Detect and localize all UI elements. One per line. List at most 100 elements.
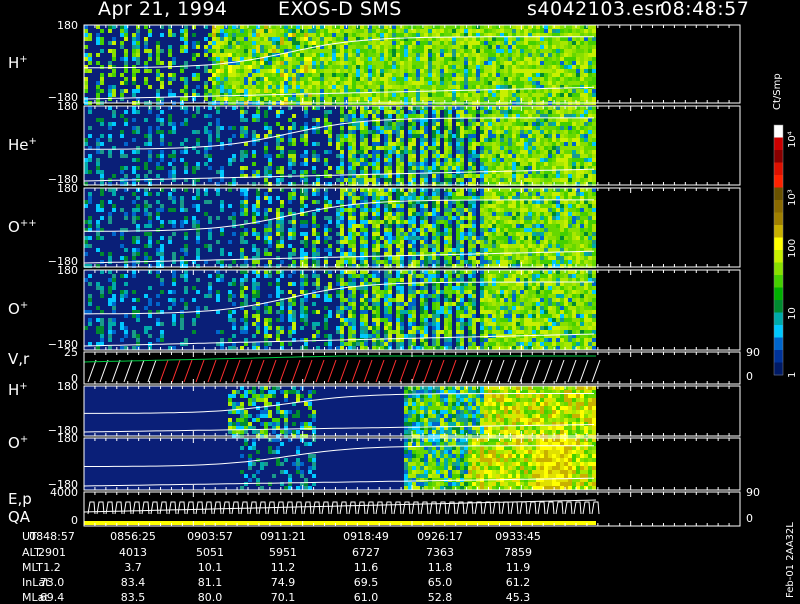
spectrogram-cell [428,25,432,29]
spectrogram-cell [576,89,580,93]
spectrogram-cell [332,33,336,37]
spectrogram-cell [408,150,412,154]
spectrogram-cell [232,158,236,162]
spectrogram-cell [436,170,440,174]
spectrogram-cell [100,204,104,208]
spectrogram-cell [520,122,524,126]
spectrogram-cell [588,41,592,45]
spectrogram-cell [512,41,516,45]
spectrogram-cell [556,166,560,170]
spectrogram-cell [412,85,416,89]
spectrogram-cell [436,178,440,182]
spectrogram-cell [96,81,100,85]
spectrogram-cell [272,41,276,45]
spectrogram-cell [524,178,528,182]
spectrogram-cell [184,61,188,65]
spectrogram-cell [224,73,228,77]
spectrogram-cell [528,154,532,158]
spectrogram-cell [528,77,532,81]
spectrogram-cell [564,126,568,130]
spectrogram-cell [460,196,464,200]
spectrogram-cell [496,53,500,57]
spectrogram-cell [108,200,112,204]
spectrogram-cell [124,65,128,69]
spectrogram-cell [456,244,460,248]
spectrogram-cell [172,154,176,158]
spectrogram-cell [88,216,92,220]
spectrogram-cell [136,166,140,170]
spectrogram-cell [172,166,176,170]
spectrogram-cell [364,73,368,77]
spectrogram-cell [156,118,160,122]
spectrogram-cell [312,248,316,252]
spectrogram-cell [496,110,500,114]
spectrogram-cell [336,69,340,73]
spectrogram-cell [484,93,488,97]
spectrogram-cell [520,29,524,33]
spectrogram-cell [412,93,416,97]
spectrogram-cell [372,53,376,57]
spectrogram-cell [500,158,504,162]
spectrogram-cell [208,57,212,61]
spectrogram-cell [316,252,320,256]
spectrogram-cell [576,25,580,29]
spectrogram-cell [216,126,220,130]
spectrogram-cell [552,45,556,49]
spectrogram-cell [348,25,352,29]
spectrogram-cell [160,33,164,37]
spectrogram-cell [548,77,552,81]
spectrogram-cell [436,196,440,200]
spectrogram-cell [496,166,500,170]
spectrogram-cell [496,85,500,89]
spectrogram-cell [472,166,476,170]
spectrogram-cell [384,73,388,77]
spectrogram-cell [412,220,416,224]
spectrogram-cell [304,97,308,101]
spectrogram-cell [96,61,100,65]
spectrogram-cell [344,77,348,81]
spectrogram-cell [376,53,380,57]
spectrogram-cell [512,142,516,146]
spectrogram-cell [508,126,512,130]
spectrogram-cell [280,126,284,130]
spectrogram-cell [268,166,272,170]
spectrogram-cell [372,65,376,69]
spectrogram-cell [120,114,124,118]
spectrogram-cell [448,204,452,208]
spectrogram-cell [392,204,396,208]
spectrogram-cell [424,154,428,158]
spectrogram-cell [456,25,460,29]
spectrogram-cell [356,45,360,49]
spectrogram-cell [292,150,296,154]
spectrogram-cell [408,256,412,260]
spectrogram-cell [412,130,416,134]
spectrogram-cell [512,69,516,73]
spectrogram-cell [444,49,448,53]
spectrogram-cell [512,57,516,61]
spectrogram-cell [544,61,548,65]
spectrogram-cell [448,146,452,150]
spectrogram-cell [384,138,388,142]
spectrogram-cell [216,33,220,37]
spectrogram-cell [384,130,388,134]
spectrogram-cell [96,41,100,45]
spectrogram-cell [460,73,464,77]
spectrogram-cell [536,41,540,45]
spectrogram-cell [576,162,580,166]
spectrogram-cell [360,240,364,244]
spectrogram-cell [424,224,428,228]
spectrogram-cell [456,65,460,69]
spectrogram-cell [528,134,532,138]
spectrogram-cell [524,65,528,69]
spectrogram-cell [460,33,464,37]
spectrogram-cell [492,150,496,154]
spectrogram-cell [428,53,432,57]
spectrogram-cell [252,204,256,208]
spectrogram-cell [456,41,460,45]
spectrogram-cell [436,216,440,220]
spectrogram-cell [304,57,308,61]
spectrogram-cell [296,93,300,97]
spectrogram-cell [316,260,320,264]
spectrogram-cell [588,61,592,65]
spectrogram-cell [264,89,268,93]
